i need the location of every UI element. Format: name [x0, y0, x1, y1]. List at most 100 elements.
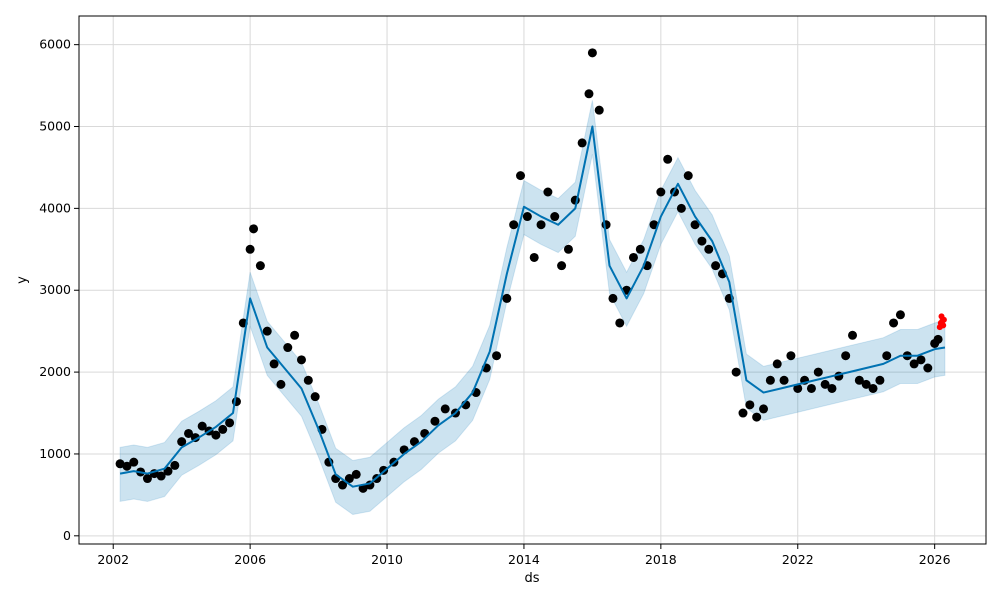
observed-point [170, 460, 180, 470]
observed-point [584, 89, 594, 99]
observed-point [303, 375, 313, 385]
y-tick-label: 6000 [39, 37, 71, 52]
observed-point [218, 424, 228, 434]
observed-point [806, 383, 816, 393]
observed-point [249, 224, 259, 234]
observed-point [543, 187, 553, 197]
x-tick-label: 2002 [97, 552, 129, 567]
observed-point [745, 400, 755, 410]
observed-point [861, 379, 871, 389]
observed-point [697, 236, 707, 246]
observed-point [516, 171, 526, 181]
y-tick-label: 5000 [39, 119, 71, 134]
recent-observed-point [940, 322, 947, 329]
observed-point [290, 330, 300, 340]
y-axis-ticks: 0 1000 2000 3000 4000 5000 6000 [39, 37, 79, 543]
forecast-path [119, 125, 946, 488]
observed-point [587, 48, 597, 58]
observed-point [440, 404, 450, 414]
x-tick-label: 2026 [919, 552, 951, 567]
observed-point [765, 375, 775, 385]
observed-point [177, 437, 187, 447]
observed-point [310, 392, 320, 402]
observed-point [916, 355, 926, 365]
observed-point [608, 293, 618, 303]
x-axis-label: ds [524, 571, 539, 586]
observed-point [577, 138, 587, 148]
observed-point [848, 330, 858, 340]
observed-point [563, 244, 573, 254]
observed-point [690, 220, 700, 230]
observed-point [793, 383, 803, 393]
observed-point [711, 261, 721, 271]
observed-point [225, 418, 235, 428]
observed-point [889, 318, 899, 328]
observed-point [156, 471, 166, 481]
observed-point [813, 367, 823, 377]
observed-point [594, 105, 604, 115]
observed-point [338, 480, 348, 490]
observed-point [269, 359, 279, 369]
observed-point [245, 244, 255, 254]
observed-point [731, 367, 741, 377]
y-axis-label: y [15, 276, 30, 284]
x-tick-label: 2006 [234, 552, 266, 567]
x-axis-ticks: 2002 2006 2010 2014 2018 2022 2026 [97, 544, 951, 567]
observed-point [122, 461, 132, 471]
observed-point [129, 457, 139, 467]
observed-point [502, 293, 512, 303]
observed-point [142, 474, 152, 484]
observed-point [704, 244, 714, 254]
observed-point [615, 318, 625, 328]
observed-point [344, 474, 354, 484]
y-tick-label: 0 [63, 528, 71, 543]
observed-point [738, 408, 748, 418]
recent-observed-points [936, 313, 947, 331]
observed-point [550, 212, 560, 222]
observed-point [184, 428, 194, 438]
observed-point [255, 261, 265, 271]
x-tick-label: 2022 [782, 552, 814, 567]
observed-point [430, 416, 440, 426]
observed-point [522, 212, 532, 222]
observed-point [820, 379, 830, 389]
observed-point [841, 351, 851, 361]
observed-point [557, 261, 567, 271]
uncertainty-area [119, 100, 946, 516]
observed-point [536, 220, 546, 230]
observed-point [933, 334, 943, 344]
observed-point [296, 355, 306, 365]
observed-point [923, 363, 933, 373]
observed-point [895, 310, 905, 320]
y-tick-label: 1000 [39, 446, 71, 461]
forecast-line [119, 125, 946, 488]
observed-point [197, 421, 207, 431]
observed-point [509, 220, 519, 230]
observed-point [759, 404, 769, 414]
plot-frame [78, 15, 987, 545]
y-tick-label: 2000 [39, 364, 71, 379]
observed-point [779, 375, 789, 385]
observed-point [663, 154, 673, 164]
x-tick-label: 2018 [645, 552, 677, 567]
observed-point [882, 351, 892, 361]
observed-point [827, 383, 837, 393]
observed-point [628, 252, 638, 262]
y-tick-label: 3000 [39, 282, 71, 297]
observed-point [262, 326, 272, 336]
observed-point [276, 379, 286, 389]
x-tick-label: 2014 [508, 552, 540, 567]
observed-point [854, 375, 864, 385]
plot-background [79, 16, 986, 544]
observed-point [683, 171, 693, 181]
observed-point [115, 459, 125, 469]
observed-point [875, 375, 885, 385]
observed-point [163, 466, 173, 476]
grid [79, 16, 986, 544]
observed-point [656, 187, 666, 197]
plot-area [78, 15, 987, 545]
x-tick-label: 2010 [371, 552, 403, 567]
observed-point [283, 343, 293, 353]
observed-point [635, 244, 645, 254]
observed-point [529, 252, 539, 262]
